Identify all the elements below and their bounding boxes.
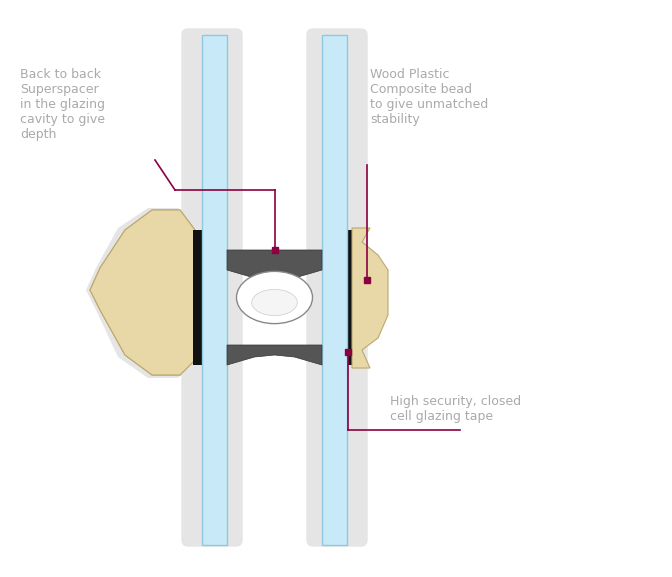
Polygon shape — [227, 250, 322, 280]
FancyBboxPatch shape — [307, 29, 367, 546]
Text: Wood Plastic
Composite bead
to give unmatched
stability: Wood Plastic Composite bead to give unma… — [370, 68, 489, 126]
FancyBboxPatch shape — [182, 29, 242, 546]
Bar — [202, 35, 227, 545]
Polygon shape — [352, 228, 388, 368]
Ellipse shape — [252, 290, 297, 316]
Text: Back to back
Superspacer
in the glazing
cavity to give
depth: Back to back Superspacer in the glazing … — [20, 68, 105, 141]
Bar — [322, 35, 347, 545]
Polygon shape — [86, 208, 196, 378]
Text: High security, closed
cell glazing tape: High security, closed cell glazing tape — [390, 395, 521, 423]
Polygon shape — [227, 345, 322, 365]
Polygon shape — [90, 210, 195, 375]
Polygon shape — [90, 210, 195, 375]
Ellipse shape — [237, 271, 312, 324]
Bar — [193, 230, 203, 365]
Bar — [345, 230, 355, 365]
